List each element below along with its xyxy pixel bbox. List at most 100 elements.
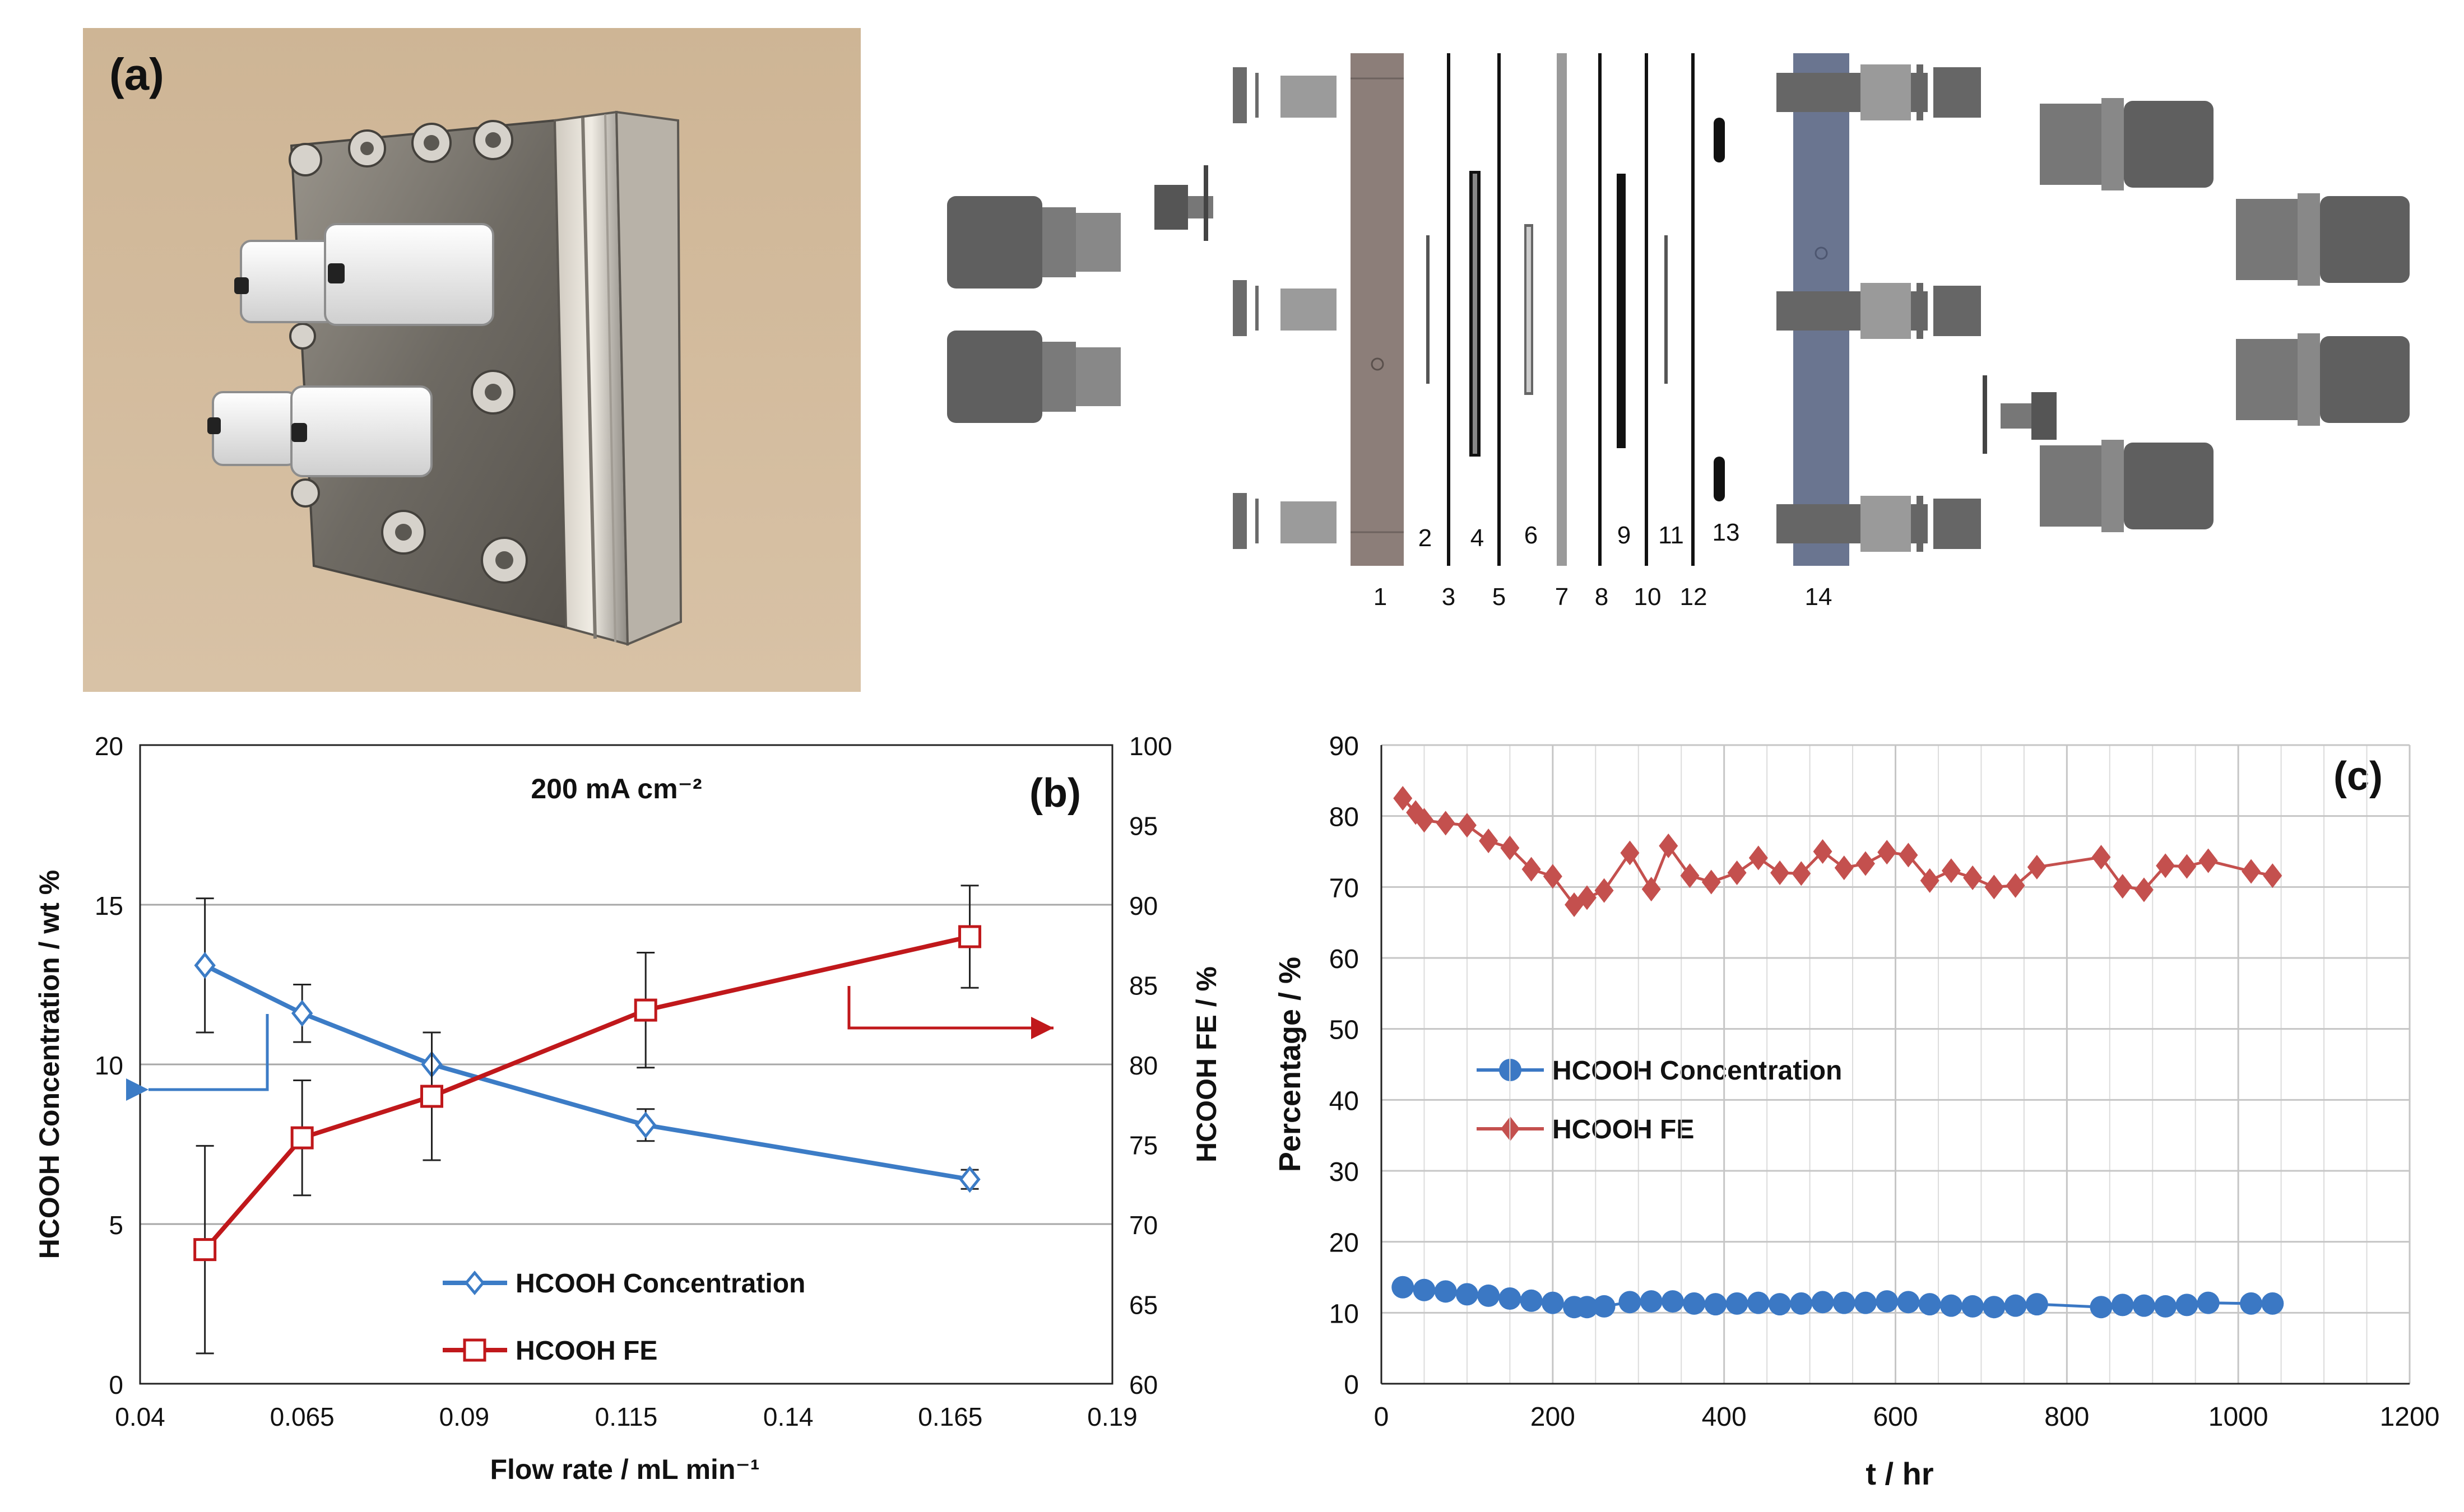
chart-b-y2-tick-label: 90 (1129, 891, 1158, 920)
cell-photo: (a) (83, 28, 861, 692)
exploded-cell-diagram: 1 2 3 4 5 6 7 8 9 10 11 12 13 14 (947, 53, 2410, 611)
chart-b-series-line-1 (203, 934, 971, 1252)
chart-c-point-concentration (1747, 1291, 1770, 1314)
chart-c-x-tick-label: 800 (2044, 1402, 2089, 1432)
chart-b-point-concentration (959, 1166, 981, 1193)
chart-c-point-fe (1899, 843, 1918, 868)
chart-c-point-concentration (1576, 1296, 1598, 1319)
chart-c-y-tick-label: 80 (1329, 803, 1359, 832)
chart-b-legend-concentration: HCOOH Concentration (516, 1269, 805, 1299)
part-number-14: 14 (1805, 583, 1832, 611)
chart-c-point-fe (2198, 848, 2218, 873)
chart-b-x-tick-label: 0.115 (595, 1402, 658, 1431)
chart-b-y-tick-label: 0 (109, 1370, 123, 1399)
chart-c-point-concentration (1593, 1295, 1616, 1318)
chart-c-y-tick-label: 90 (1329, 732, 1359, 761)
chart-c-point-concentration (2197, 1291, 2220, 1314)
chart-c-point-concentration (1725, 1292, 1748, 1315)
chart-c-point-fe (1659, 833, 1678, 858)
chart-c-point-fe (2134, 877, 2154, 902)
chart-c-legend-fe: HCOOH FE (1552, 1115, 1694, 1145)
chart-c-y-axis-label: Percentage / % (1273, 957, 1307, 1172)
chart-c-point-fe (2156, 853, 2175, 878)
chart-c-point-fe (2242, 859, 2261, 884)
chart-c-point-fe (1457, 813, 1477, 838)
chart-c-point-fe (1963, 865, 1983, 890)
part-number-7: 7 (1555, 583, 1569, 611)
chart-c-point-concentration (1811, 1291, 1834, 1314)
chart-b-y-axis-label: HCOOH Concentration / wt % (34, 870, 65, 1259)
chart-b-point-fe (193, 1238, 217, 1262)
chart-c-x-tick-label: 1200 (2380, 1402, 2440, 1432)
chart-b-x-axis-label: Flow rate / mL min⁻¹ (490, 1454, 759, 1485)
chart-c-point-fe (1479, 829, 1498, 853)
chart-c-point-fe (1641, 877, 1661, 902)
chart-c-point-concentration (1455, 1283, 1478, 1306)
chart-c-point-concentration (1769, 1293, 1792, 1316)
chart-c-point-concentration (1520, 1289, 1543, 1312)
part-number-4: 4 (1470, 524, 1484, 552)
chart-c-point-concentration (2261, 1292, 2284, 1315)
chart-c-point-concentration (2111, 1294, 2134, 1316)
chart-c-x-tick-label: 1000 (2208, 1402, 2268, 1432)
chart-c-point-concentration (1683, 1292, 1706, 1315)
chart-b-title: 200 mA cm⁻² (531, 773, 702, 804)
chart-c-point-fe (1436, 811, 1455, 836)
chart-c-point-fe (2006, 873, 2025, 898)
chart-c-point-fe (1770, 860, 1790, 885)
chart-c-x-tick-label: 0 (1374, 1402, 1389, 1432)
chart-b-point-concentration (291, 999, 313, 1027)
chart-b-plot-frame (139, 744, 1113, 1385)
chart-c-point-concentration (1876, 1290, 1899, 1313)
chart-b-x-tick-label: 0.09 (439, 1402, 490, 1431)
chart-b-point-fe (634, 998, 657, 1022)
part-number-13: 13 (1713, 519, 1740, 546)
part-number-2: 2 (1418, 524, 1432, 552)
chart-c-point-fe (1577, 885, 1597, 910)
chart-b-y2-tick-label: 75 (1129, 1131, 1158, 1160)
chart-c-point-fe (2027, 854, 2047, 880)
chart-c-point-fe (1920, 868, 1939, 893)
fitting-left-upper (947, 196, 1042, 289)
chart-c-x-tick-label: 200 (1530, 1402, 1575, 1432)
chart-c-panel-label: (c) (2333, 754, 2383, 799)
chart-c-point-concentration (2025, 1293, 2048, 1316)
chart-b-x-tick-label: 0.19 (1087, 1402, 1138, 1431)
part-number-9: 9 (1617, 522, 1631, 549)
chart-c-point-fe (1414, 808, 1434, 833)
part-number-1: 1 (1373, 583, 1387, 611)
chart-c-point-concentration (1790, 1292, 1813, 1315)
chart-c-y-tick-label: 0 (1344, 1370, 1359, 1400)
chart-b-y-tick-label: 15 (95, 891, 123, 920)
end-plate-1 (1351, 53, 1404, 566)
chart-b-x-tick-label: 0.04 (115, 1402, 165, 1431)
part-number-8: 8 (1595, 583, 1608, 611)
chart-c-point-concentration (1704, 1293, 1727, 1316)
chart-c-point-fe (1984, 874, 2004, 900)
part-number-5: 5 (1492, 583, 1506, 611)
chart-b-y-tick-label: 20 (95, 732, 123, 761)
chart-b-y2-tick-label: 100 (1129, 732, 1172, 761)
chart-b-x-tick-label: 0.065 (270, 1402, 335, 1431)
chart-c-point-fe (2177, 854, 2197, 879)
chart-c-y-tick-label: 40 (1329, 1086, 1359, 1116)
chart-c-legend-concentration: HCOOH Concentration (1552, 1056, 1842, 1086)
chart-c-legend: HCOOH Concentration HCOOH FE (1477, 1056, 1842, 1145)
chart-c-point-fe (1855, 851, 1875, 876)
chart-b-legend-marker-fe (463, 1338, 486, 1362)
chart-c-point-concentration (2090, 1296, 2113, 1319)
chart-c-y-tick-label: 70 (1329, 873, 1359, 903)
chart-b-y2-tick-label: 80 (1129, 1051, 1158, 1080)
chart-c-point-fe (2091, 845, 2111, 870)
chart-c-point-concentration (1640, 1290, 1663, 1313)
chart-b-point-fe (958, 925, 982, 948)
chart-c-point-fe (1521, 857, 1541, 882)
chart-c-point-concentration (2175, 1294, 2198, 1316)
chart-b-x-tick-label: 0.14 (763, 1402, 814, 1431)
chart-c-point-fe (1543, 864, 1562, 889)
chart-c-point-concentration (2132, 1294, 2155, 1317)
chart-c-point-concentration (1498, 1287, 1521, 1310)
part-number-3: 3 (1442, 583, 1455, 611)
panel-a-label: (a) (109, 49, 164, 99)
